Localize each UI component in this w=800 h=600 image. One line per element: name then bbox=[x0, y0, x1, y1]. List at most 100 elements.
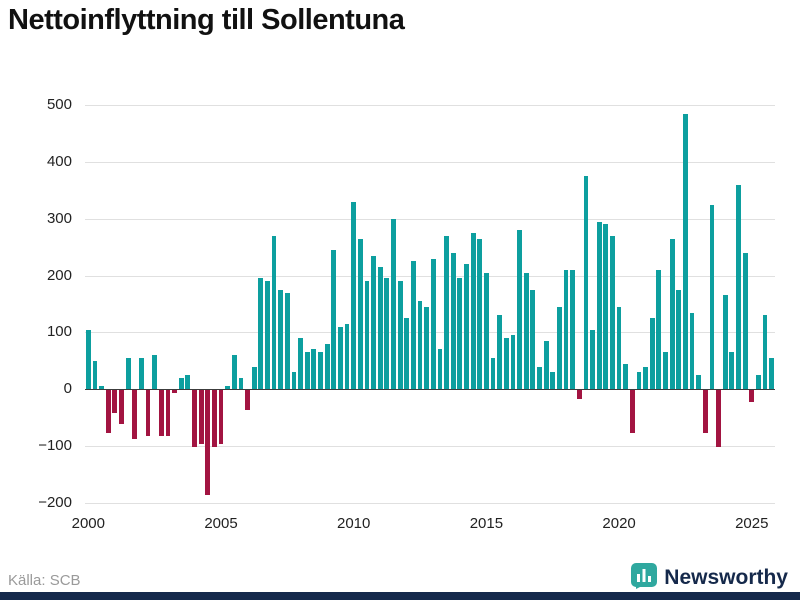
bar bbox=[762, 315, 768, 390]
bar bbox=[245, 390, 250, 411]
bar bbox=[198, 390, 204, 445]
bar bbox=[550, 372, 556, 390]
bar bbox=[523, 272, 529, 390]
bar bbox=[709, 204, 715, 390]
bar bbox=[125, 358, 131, 390]
gridline bbox=[85, 332, 775, 334]
bar bbox=[185, 375, 191, 390]
bar bbox=[756, 375, 761, 390]
y-tick-label: 300 bbox=[46, 209, 72, 227]
bar bbox=[636, 372, 642, 390]
bar bbox=[663, 352, 668, 390]
y-tick-label: 500 bbox=[46, 96, 72, 113]
bar bbox=[669, 238, 675, 390]
source-label: Källa: SCB bbox=[8, 572, 81, 589]
bar bbox=[543, 340, 549, 390]
bar bbox=[411, 261, 416, 390]
bar bbox=[583, 176, 589, 390]
bar bbox=[251, 366, 257, 390]
bar bbox=[503, 338, 509, 390]
bar bbox=[722, 295, 728, 390]
y-tick-label: −100 bbox=[38, 437, 72, 455]
bar bbox=[158, 390, 164, 436]
x-tick-label: 2005 bbox=[204, 515, 238, 532]
bar bbox=[99, 386, 104, 390]
bar bbox=[530, 289, 536, 390]
bar bbox=[238, 377, 244, 390]
bar bbox=[742, 252, 748, 390]
bar bbox=[470, 232, 476, 390]
bar bbox=[749, 390, 755, 402]
bar bbox=[265, 281, 270, 390]
y-tick-label: −200 bbox=[38, 494, 72, 511]
bar bbox=[676, 289, 682, 390]
x-tick-label: 2025 bbox=[735, 515, 769, 532]
bar bbox=[338, 326, 343, 390]
bar bbox=[371, 255, 377, 390]
newsworthy-logo[interactable]: Newsworthy bbox=[631, 562, 788, 592]
bar bbox=[165, 390, 171, 436]
bar bbox=[424, 306, 430, 390]
bar bbox=[450, 252, 456, 390]
bottom-accent-bar bbox=[0, 592, 800, 600]
bar bbox=[716, 390, 722, 448]
bar bbox=[457, 278, 463, 390]
y-tick-label: 100 bbox=[46, 323, 72, 341]
bar bbox=[112, 390, 118, 414]
bar bbox=[643, 366, 649, 390]
bar bbox=[702, 390, 708, 433]
bar bbox=[119, 390, 124, 425]
bar bbox=[391, 218, 396, 390]
bar bbox=[178, 377, 184, 390]
chart-title: Nettoinflyttning till Sollentuna bbox=[8, 4, 405, 36]
bar bbox=[258, 278, 264, 390]
bar bbox=[397, 281, 403, 390]
bar bbox=[172, 390, 177, 394]
bar bbox=[464, 264, 469, 390]
newsworthy-logo-text: Newsworthy bbox=[664, 566, 788, 589]
bar bbox=[318, 352, 323, 390]
bar bbox=[430, 258, 436, 390]
bar bbox=[138, 358, 144, 390]
bar bbox=[384, 278, 390, 390]
bar bbox=[490, 358, 496, 390]
bar bbox=[510, 335, 516, 390]
bar bbox=[298, 338, 304, 390]
bar bbox=[610, 235, 615, 390]
gridline bbox=[85, 161, 775, 163]
bar bbox=[357, 238, 363, 390]
bar bbox=[683, 113, 688, 390]
gridline bbox=[85, 218, 775, 220]
bar bbox=[563, 269, 569, 390]
bar bbox=[105, 390, 111, 433]
bar bbox=[616, 306, 622, 390]
bar bbox=[689, 312, 695, 390]
bar bbox=[537, 366, 542, 390]
bar bbox=[483, 272, 489, 390]
bar bbox=[417, 301, 423, 390]
bar bbox=[590, 329, 595, 390]
bar bbox=[364, 281, 370, 390]
bar bbox=[736, 184, 741, 390]
bar bbox=[377, 267, 383, 390]
bar bbox=[85, 329, 91, 390]
bar bbox=[132, 390, 138, 439]
bar bbox=[284, 292, 290, 390]
bar bbox=[205, 390, 211, 496]
bar bbox=[192, 390, 197, 448]
gridline bbox=[85, 446, 775, 448]
x-tick-label: 2020 bbox=[602, 515, 636, 532]
bar bbox=[517, 230, 522, 390]
gridline bbox=[85, 275, 775, 277]
bar bbox=[603, 224, 609, 390]
bar bbox=[623, 363, 629, 390]
bar bbox=[145, 390, 151, 436]
bar bbox=[351, 201, 357, 390]
bar bbox=[769, 358, 775, 390]
bar bbox=[225, 386, 231, 390]
bar bbox=[291, 372, 297, 390]
bar bbox=[152, 355, 158, 390]
gridline bbox=[85, 105, 775, 106]
bar bbox=[444, 235, 449, 390]
bar bbox=[570, 269, 576, 390]
